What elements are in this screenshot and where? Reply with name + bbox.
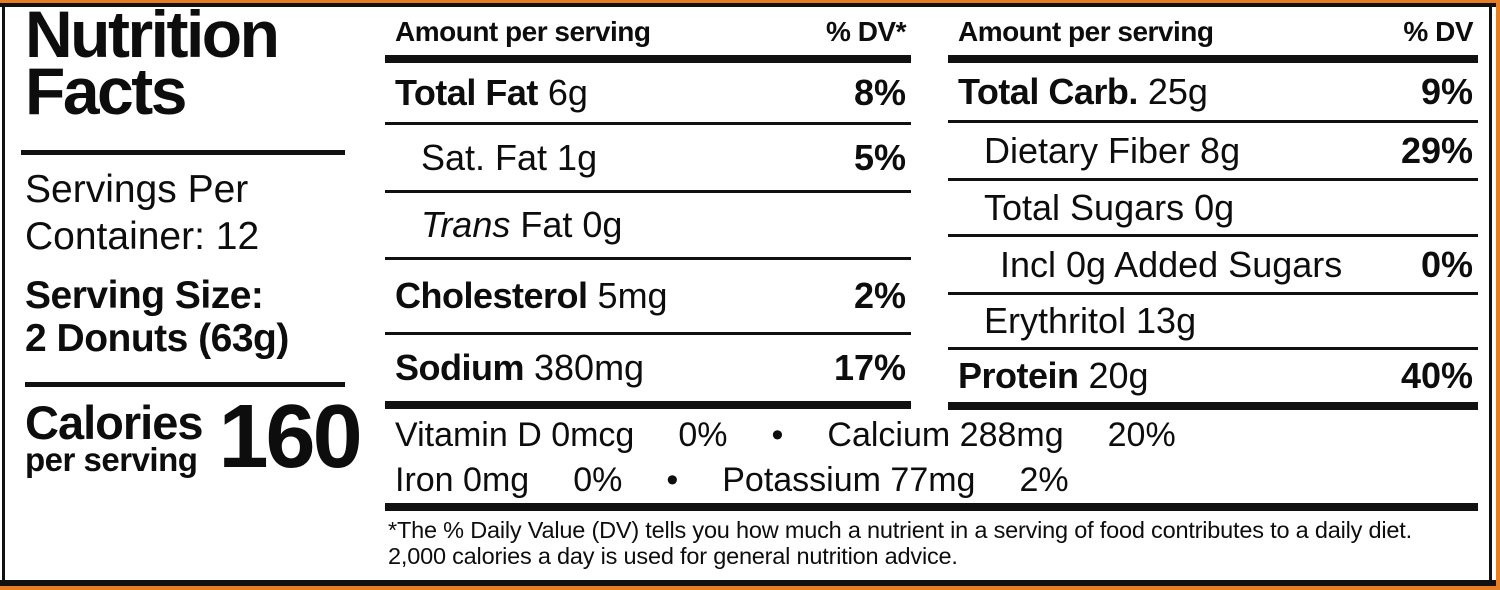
left-black-border (2, 3, 5, 582)
iron-amount: Iron 0mg (395, 461, 530, 499)
serving-size: Serving Size: 2 Donuts (63g) (25, 274, 289, 360)
vitamin-d-amount: Vitamin D 0mcg (395, 416, 635, 454)
title-divider (21, 150, 345, 155)
title-line-2: Facts (25, 54, 187, 128)
nutrient-row-added-sugars: Incl 0g Added Sugars 0% (948, 237, 1478, 295)
bottom-orange-border (0, 586, 1500, 590)
servings-line-1: Servings Per (25, 168, 249, 211)
amount-per-serving-header: Amount per serving (958, 16, 1214, 47)
percent-dv-header: % DV* (826, 16, 906, 47)
bullet-separator: • (771, 416, 784, 454)
right-black-border (1489, 3, 1492, 582)
nutrient-dv: 9% (1420, 70, 1473, 112)
bullet-separator: • (666, 461, 679, 499)
servings-line-2: Container: 12 (25, 215, 260, 258)
footnote-line-2: 2,000 calories a day is used for general… (388, 543, 958, 569)
nutrient-row-trans-fat: Trans Fat 0g (385, 193, 911, 260)
serving-size-line-1: Serving Size: (25, 274, 264, 317)
nutrient-amount: Erythritol 13g (984, 300, 1197, 341)
daily-value-footnote: *The % Daily Value (DV) tells you how mu… (388, 517, 1493, 569)
micronutrients-section: Vitamin D 0mcg 0% • Calcium 288mg 20% Ir… (385, 411, 1478, 511)
nutrient-name: Sodium (395, 347, 525, 388)
carb-protein-column: Amount per serving % DV Total Carb. 25g … (948, 10, 1478, 410)
micronutrient-line-2: Iron 0mg 0% • Potassium 77mg 2% (395, 458, 1478, 503)
amount-per-serving-header: Amount per serving (395, 16, 651, 47)
micronutrient-line-1: Vitamin D 0mcg 0% • Calcium 288mg 20% (395, 413, 1478, 458)
bottom-black-border (0, 580, 1496, 586)
calcium-amount: Calcium 288mg (827, 416, 1064, 454)
iron-dv: 0% (573, 461, 623, 499)
nutrient-row-total-carb: Total Carb. 25g 9% (948, 63, 1478, 123)
nutrient-dv: 29% (1400, 129, 1473, 171)
nutrient-name: Total Fat (395, 71, 538, 113)
nutrient-amount: Fat 0g (510, 204, 623, 245)
nutrient-amount: 6g (537, 71, 588, 113)
nutrient-amount: 5mg (587, 275, 668, 316)
footnote-line-1: *The % Daily Value (DV) tells you how mu… (388, 517, 1412, 543)
nutrient-row-dietary-fiber: Dietary Fiber 8g 29% (948, 123, 1478, 181)
right-column-header: Amount per serving % DV (948, 10, 1478, 63)
nutrient-row-total-fat: Total Fat 6g 8% (385, 63, 911, 125)
right-orange-border (1496, 0, 1500, 590)
nutrient-amount: Dietary Fiber 8g (984, 129, 1241, 171)
calories-label: Calories (25, 396, 203, 449)
calories-label-block: Calories per serving (25, 396, 203, 478)
nutrient-row-erythritol: Erythritol 13g (948, 295, 1478, 350)
servings-per-container: Servings Per Container: 12 (25, 166, 259, 260)
nutrient-amount: Incl 0g Added Sugars (1000, 243, 1343, 285)
nutrient-dv: 17% (833, 347, 906, 388)
nutrient-dv: 8% (853, 71, 906, 113)
nutrient-amount: 380mg (524, 347, 645, 388)
nutrient-name: Cholesterol (395, 275, 588, 316)
nutrient-dv: 0% (1420, 243, 1473, 285)
middle-column-header: Amount per serving % DV* (385, 10, 911, 63)
nutrient-row-sodium: Sodium 380mg 17% (385, 335, 911, 409)
vitamin-d-dv: 0% (678, 416, 728, 454)
title-line-1: Nutrition (25, 0, 280, 71)
nutrient-row-cholesterol: Cholesterol 5mg 2% (385, 260, 911, 335)
nutrient-name: Total Carb. (958, 70, 1138, 112)
nutrient-amount: 20g (1078, 355, 1149, 396)
serving-size-line-2: 2 Donuts (63g) (25, 317, 289, 360)
calories-sublabel: per serving (25, 441, 198, 478)
nutrient-name-italic: Trans (421, 204, 511, 245)
top-orange-border (0, 0, 1500, 3)
serving-size-divider (25, 382, 345, 387)
percent-dv-header: % DV (1403, 16, 1473, 47)
fat-sodium-column: Amount per serving % DV* Total Fat 6g 8%… (385, 10, 911, 409)
calories-row: Calories per serving 160 (25, 387, 363, 487)
calcium-dv: 20% (1107, 416, 1176, 454)
nutrient-row-sat-fat: Sat. Fat 1g 5% (385, 125, 911, 193)
top-black-border (0, 3, 1496, 7)
calories-value: 160 (218, 387, 362, 487)
nutrient-amount: Sat. Fat 1g (421, 136, 598, 178)
nutrient-name: Protein (958, 355, 1079, 396)
nutrient-dv: 2% (853, 275, 906, 316)
nutrition-facts-title: Nutrition Facts (25, 0, 280, 128)
potassium-amount: Potassium 77mg (722, 461, 976, 499)
nutrient-row-protein: Protein 20g 40% (948, 350, 1478, 410)
nutrient-dv: 5% (853, 136, 906, 178)
nutrient-dv: 40% (1400, 355, 1473, 396)
potassium-dv: 2% (1019, 461, 1069, 499)
nutrient-amount: Total Sugars 0g (984, 186, 1235, 228)
nutrient-amount: 25g (1137, 70, 1208, 112)
nutrient-row-total-sugars: Total Sugars 0g (948, 181, 1478, 237)
